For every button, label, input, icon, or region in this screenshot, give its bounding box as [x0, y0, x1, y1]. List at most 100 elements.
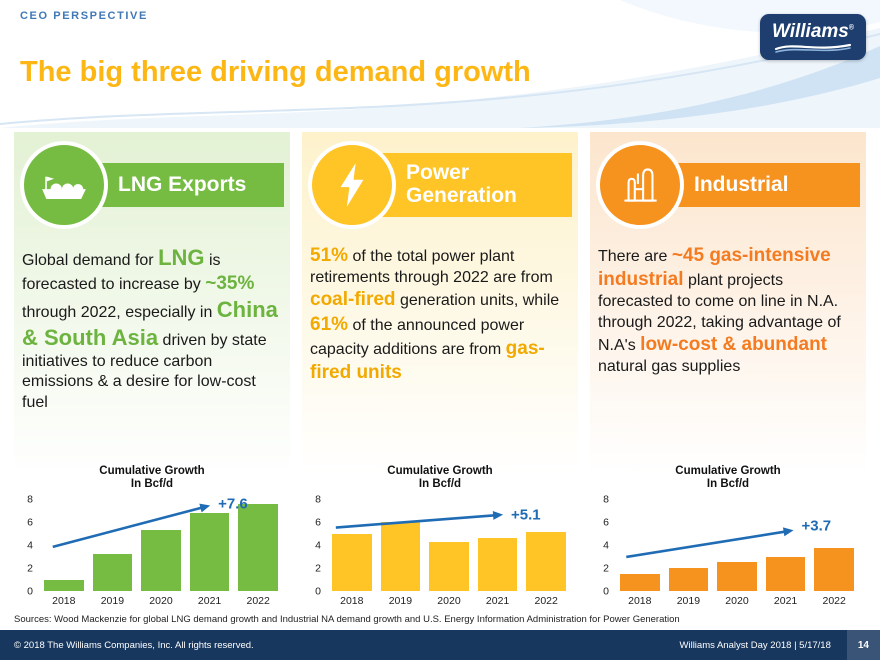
paragraph-segment: natural gas supplies [598, 358, 741, 375]
paragraph-segment: 51% [310, 245, 349, 266]
x-tick-label: 2021 [197, 595, 222, 607]
x-axis: 2018 2019 2020 2021 2022 [38, 595, 284, 607]
x-tick-label: 2020 [149, 595, 173, 607]
growth-annotation: +3.7 [801, 517, 832, 535]
bar [814, 548, 854, 591]
bar [44, 579, 84, 591]
paragraph-segment: LNG [158, 245, 205, 270]
x-axis: 2018 2019 2020 2021 2022 [326, 595, 572, 607]
event-date-text: Williams Analyst Day 2018 | 5/17/18 [679, 639, 831, 651]
paragraph-segment: generation units, while [395, 292, 560, 310]
y-tick-label: 4 [603, 538, 609, 551]
growth-annotation: +7.6 [218, 495, 248, 513]
chart-title-line1: Cumulative Growth [675, 464, 781, 477]
bar [92, 554, 133, 591]
paragraph-segment: through 2022, especially in [22, 304, 217, 322]
chart-title-line1: Cumulative Growth [99, 464, 205, 477]
x-tick-label: 2019 [388, 595, 413, 607]
factory-icon [596, 141, 684, 229]
y-tick-label: 0 [27, 584, 33, 597]
footer-bar: © 2018 The Williams Companies, Inc. All … [0, 630, 880, 660]
lng-growth-chart: Cumulative Growth In Bcf/d 0 2 4 6 8 +7.6 20… [20, 465, 284, 609]
x-tick-label: 2020 [725, 595, 749, 607]
trend-arrow-icon [335, 510, 504, 529]
y-tick-label: 8 [603, 492, 609, 505]
x-tick-label: 2019 [676, 595, 701, 607]
industrial-growth-chart: Cumulative Growth In Bcf/d 0 2 4 6 8 +3.7 20… [596, 465, 860, 609]
x-tick-label: 2022 [822, 595, 846, 607]
trend-arrow-icon [626, 527, 794, 559]
bar [332, 533, 372, 591]
x-tick-label: 2022 [534, 595, 558, 607]
bar [668, 568, 709, 591]
y-tick-label: 2 [27, 561, 33, 574]
x-tick-label: 2021 [485, 595, 510, 607]
chart-plot: 0 2 4 6 8 +3.7 [596, 494, 860, 596]
y-tick-label: 4 [315, 538, 321, 551]
y-axis: 0 2 4 6 8 [596, 494, 614, 596]
x-tick-label: 2019 [100, 595, 125, 607]
y-axis: 0 2 4 6 8 [20, 494, 38, 596]
y-tick-label: 6 [27, 515, 33, 528]
sources-note: Sources: Wood Mackenzie for global LNG d… [14, 614, 680, 625]
y-tick-label: 8 [315, 492, 321, 505]
bar [477, 538, 518, 591]
x-tick-label: 2018 [52, 595, 76, 607]
column-lng-exports: LNG Exports Global demand for LNG is for… [14, 132, 290, 609]
logo-wave-icon [774, 43, 852, 53]
chart-title-line2: In Bcf/d [130, 477, 174, 490]
chart-title-line1: Cumulative Growth [387, 464, 493, 477]
chart-plot: 0 2 4 6 8 +7.6 [20, 494, 284, 596]
logo-text: Williams® [771, 20, 855, 42]
section-heading: Power Generation [406, 161, 517, 207]
growth-annotation: +5.1 [511, 506, 541, 524]
lightning-icon [308, 141, 396, 229]
bar [526, 532, 566, 591]
power-generation-header: Power Generation [308, 136, 572, 234]
chart-title-line2: In Bcf/d [706, 477, 750, 490]
bar [141, 530, 181, 591]
slide-header: CEO PERSPECTIVE The big three driving de… [0, 0, 880, 128]
bars [38, 499, 284, 591]
bars [326, 499, 572, 591]
copyright-text: © 2018 The Williams Companies, Inc. All … [14, 639, 254, 651]
column-industrial: Industrial There are ~45 gas-intensive i… [590, 132, 866, 609]
paragraph-segment: is forecasted to increase by [22, 252, 221, 293]
paragraph-segment: ~35% [205, 272, 255, 294]
eyebrow-label: CEO PERSPECTIVE [20, 10, 148, 22]
industrial-paragraph: There are ~45 gas-intensive industrial p… [598, 244, 858, 377]
y-tick-label: 4 [27, 538, 33, 551]
paragraph-segment: China & South Asia [22, 297, 278, 350]
y-axis: 0 2 4 6 8 [308, 494, 326, 596]
x-tick-label: 2022 [246, 595, 270, 607]
bars-area: +3.7 [614, 499, 860, 591]
paragraph-segment: 61% [310, 313, 349, 335]
section-heading: LNG Exports [118, 172, 247, 196]
column-power-generation: Power Generation 51% of the total power … [302, 132, 578, 609]
y-tick-label: 8 [27, 492, 33, 505]
paragraph-segment: of the announced power capacity addition… [310, 316, 525, 358]
x-tick-label: 2021 [773, 595, 798, 607]
bar [620, 573, 660, 591]
williams-logo: Williams® [760, 14, 866, 60]
paragraph-segment: driven by state initiatives to reduce ca… [22, 332, 267, 411]
chart-title-line2: In Bcf/d [418, 477, 462, 490]
x-tick-label: 2018 [340, 595, 364, 607]
paragraph-segment: coal-fired [310, 289, 396, 311]
y-tick-label: 0 [603, 584, 609, 597]
y-tick-label: 0 [315, 584, 321, 597]
chart-title: Cumulative Growth In Bcf/d [596, 465, 860, 491]
paragraph-segment: Global demand for [22, 252, 159, 269]
bar [717, 562, 757, 591]
chart-plot: 0 2 4 6 8 +5.1 [308, 494, 572, 596]
chart-title: Cumulative Growth In Bcf/d [308, 465, 572, 491]
content-columns: LNG Exports Global demand for LNG is for… [0, 128, 880, 609]
y-tick-label: 2 [315, 561, 321, 574]
bar [429, 541, 469, 591]
bar [189, 512, 230, 591]
bars-area: +7.6 [38, 495, 284, 591]
power-paragraph: 51% of the total power plant retirements… [310, 244, 570, 385]
section-heading: Industrial [694, 172, 789, 196]
registered-mark: ® [848, 24, 855, 32]
